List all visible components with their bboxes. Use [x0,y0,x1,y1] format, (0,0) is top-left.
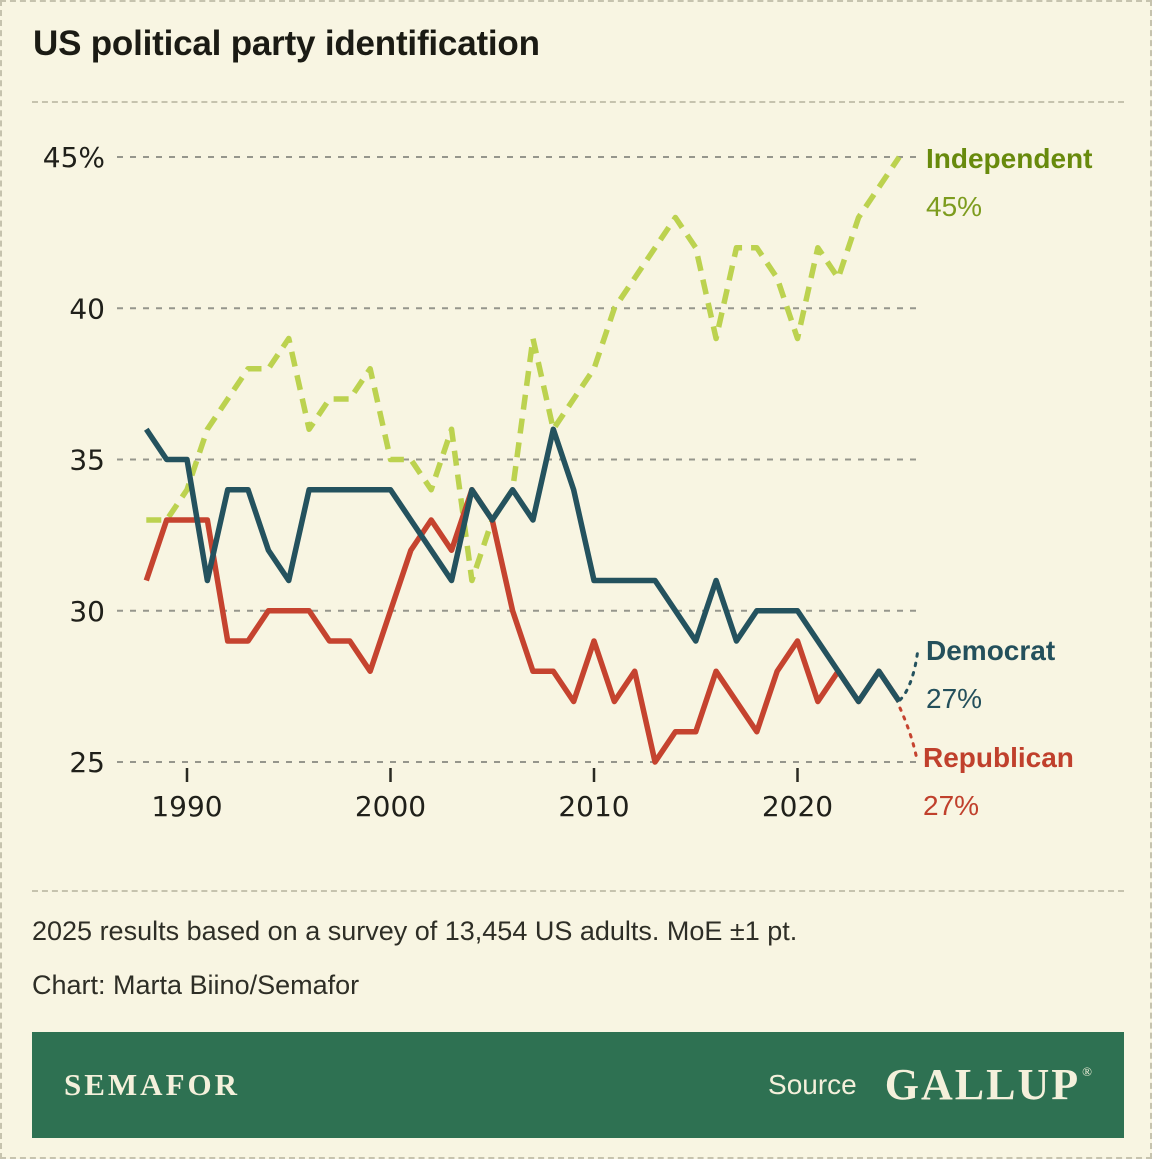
legend-value-republican: 27% [923,790,980,821]
legend-label-democrat: Democrat [926,635,1056,666]
legend-value-independent: 45% [926,191,983,222]
legend-label-republican: Republican [923,742,1074,773]
line-independent [146,155,902,584]
legend-value-democrat: 27% [926,683,983,714]
top-divider [32,101,1124,103]
page-title: US political party identification [33,24,540,63]
line-democrat [144,426,902,705]
y-tick-label-35: 35 [69,444,105,477]
source-label: Source [768,1069,857,1100]
bottom-divider [32,890,1124,892]
y-tick-label-30: 30 [69,595,105,628]
footer-bar: SEMAFOR Source GALLUP ® [32,1032,1124,1138]
source-group: Source GALLUP ® [768,1063,1092,1107]
y-tick-label-25: 25 [69,746,105,779]
leader-republican [898,706,919,762]
credit-note: Chart: Marta Biino/Semafor [32,970,360,1000]
chart-svg: 45% 40 35 30 25 1990 2000 2010 2020 [43,141,922,823]
x-tick-label-1990: 1990 [151,790,222,823]
y-tick-label-40: 40 [69,292,105,325]
leader-democrat [898,646,920,702]
chart-area: 45% 40 35 30 25 1990 2000 2010 2020 [2,102,1150,892]
line-republican [143,487,902,765]
x-tick-label-2010: 2010 [558,790,629,823]
registered-mark: ® [1082,1064,1094,1079]
x-tick-label-2000: 2000 [355,790,426,823]
gallup-logo: GALLUP ® [884,1060,1094,1109]
x-tick-label-2020: 2020 [762,790,833,823]
legend-label-independent: Independent [926,143,1093,174]
survey-note: 2025 results based on a survey of 13,454… [32,916,798,946]
y-tick-label-45: 45% [43,141,105,174]
semafor-logo: SEMAFOR [64,1067,240,1102]
